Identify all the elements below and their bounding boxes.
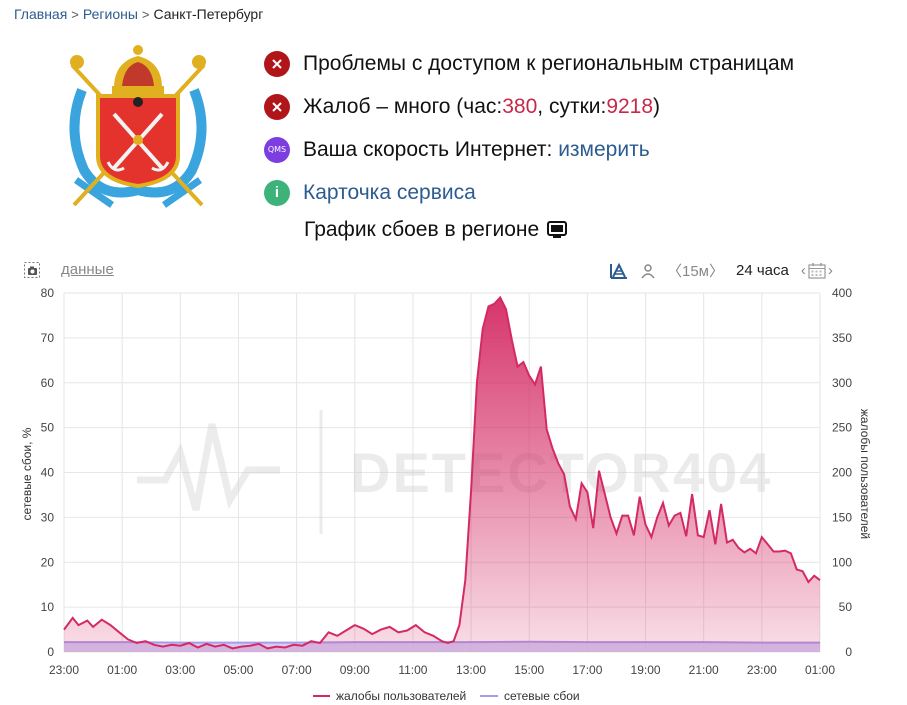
y-right-tick-label: 0	[845, 645, 852, 659]
status-panel: Проблемы с доступом к региональным стран…	[264, 42, 794, 214]
chart-legend: жалобы пользователей сетевые сбои	[313, 689, 580, 703]
service-card-row: i Карточка сервиса	[264, 171, 794, 214]
chevron-right-icon: >	[71, 6, 79, 22]
monitor-icon[interactable]	[547, 221, 568, 239]
y-left-tick-label: 50	[41, 421, 55, 435]
access-problems-text: Проблемы с доступом к региональным стран…	[303, 51, 795, 75]
area-chart-icon[interactable]	[609, 262, 629, 280]
y-right-tick-label: 300	[832, 376, 852, 390]
chevron-left-icon[interactable]: ‹	[800, 262, 806, 279]
access-problems-row: Проблемы с доступом к региональным стран…	[264, 42, 794, 85]
camera-icon[interactable]	[24, 262, 40, 278]
chart-title: График сбоев в регионе	[304, 218, 568, 242]
x-tick-label: 15:00	[514, 663, 544, 677]
legend-network[interactable]: сетевые сбои	[504, 689, 580, 703]
legend-complaints[interactable]: жалобы пользователей	[336, 689, 466, 703]
x-tick-label: 23:00	[49, 663, 79, 677]
chart-controls: 〈15м〉 24 часа ‹ ›	[609, 260, 833, 281]
x-tick-label: 17:00	[572, 663, 602, 677]
complaints-prefix: Жалоб – много (час:	[303, 94, 503, 118]
x-tick-label: 01:00	[805, 663, 835, 677]
service-card-link[interactable]: Карточка сервиса	[303, 180, 476, 204]
data-link[interactable]: данные	[61, 261, 114, 278]
complaints-line	[63, 295, 821, 650]
interval-15m-button[interactable]: 〈15м〉	[667, 263, 724, 280]
y-left-tick-label: 70	[41, 331, 55, 345]
calendar-icon[interactable]	[808, 262, 826, 279]
y-right-axis-label: жалобы пользователей	[858, 409, 872, 539]
y-right-tick-label: 350	[832, 331, 852, 345]
chevron-right-icon: >	[141, 6, 150, 22]
y-left-tick-label: 60	[41, 376, 55, 390]
y-left-tick-label: 80	[41, 286, 55, 300]
chart-toolbar: данные 〈15м〉 24 часа ‹ ›	[0, 260, 907, 282]
y-right-tick-label: 100	[832, 555, 852, 569]
complaints-area	[64, 297, 820, 652]
speed-row: QMS Ваша скорость Интернет: измерить	[264, 128, 794, 171]
x-tick-label: 09:00	[340, 663, 370, 677]
x-tick-label: 05:00	[223, 663, 253, 677]
coat-of-arms-icon	[69, 45, 207, 208]
complaints-suffix: )	[653, 94, 661, 118]
y-left-tick-label: 30	[41, 510, 55, 524]
x-tick-label: 07:00	[282, 663, 312, 677]
y-left-tick-label: 20	[41, 555, 55, 569]
y-right-tick-label: 200	[832, 466, 852, 480]
y-left-axis-label: сетевые сбои, %	[20, 427, 34, 520]
breadcrumb-home-link[interactable]: Главная	[14, 6, 68, 22]
y-right-tick-label: 250	[832, 421, 852, 435]
breadcrumb-current: Санкт-Петербург	[153, 6, 264, 22]
x-tick-label: 01:00	[107, 663, 137, 677]
breadcrumb: Главная > Регионы > Санкт-Петербург	[14, 6, 263, 22]
x-tick-label: 13:00	[456, 663, 486, 677]
y-right-tick-label: 50	[839, 600, 853, 614]
breadcrumb-regions-link[interactable]: Регионы	[82, 6, 138, 22]
complaints-row: Жалоб – много (час: 380, сутки: 9218)	[264, 85, 794, 128]
x-tick-label: 21:00	[689, 663, 719, 677]
chevron-right-icon[interactable]: ›	[827, 262, 833, 279]
date-nav: ‹ ›	[801, 262, 833, 279]
error-icon	[264, 93, 290, 120]
qms-icon: QMS	[264, 136, 290, 163]
complaints-hour-value: 380	[502, 94, 538, 118]
info-icon: i	[264, 179, 290, 206]
error-icon	[264, 50, 290, 77]
chart-title-text: График сбоев в регионе	[304, 218, 540, 241]
y-left-tick-label: 0	[47, 645, 54, 659]
x-tick-label: 23:00	[747, 663, 777, 677]
user-icon[interactable]	[641, 263, 655, 279]
x-tick-label: 03:00	[165, 663, 195, 677]
chart-axes: 0 0 10 50 20 100 30 150 40 200 50 250 60 300 70 350 80 40…	[41, 286, 853, 677]
y-right-tick-label: 150	[832, 510, 852, 524]
y-right-tick-label: 400	[832, 286, 852, 300]
outage-chart: DETECTOR404 0010502010030150402005025060…	[20, 286, 872, 703]
range-24h-button[interactable]: 24 часа	[736, 262, 789, 279]
complaints-mid: , сутки:	[537, 94, 607, 118]
speed-label: Ваша скорость Интернет:	[303, 137, 559, 161]
y-left-tick-label: 10	[41, 600, 55, 614]
x-tick-label: 19:00	[631, 663, 661, 677]
x-tick-label: 11:00	[398, 663, 427, 677]
y-left-tick-label: 40	[41, 466, 55, 480]
chart-series	[63, 295, 821, 652]
speed-test-link[interactable]: измерить	[558, 137, 650, 161]
complaints-day-value: 9218	[606, 94, 654, 118]
